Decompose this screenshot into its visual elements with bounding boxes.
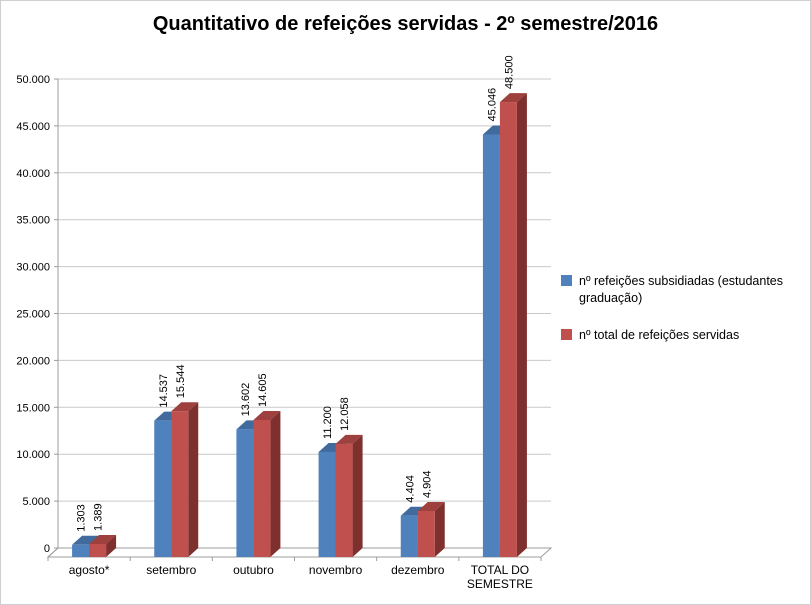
- x-axis-category-label: setembro: [146, 563, 196, 577]
- x-axis-category-label: novembro: [309, 563, 363, 577]
- svg-text:10.000: 10.000: [16, 449, 50, 461]
- bar-value-label: 4.904: [421, 470, 433, 498]
- legend-swatch-subsidiadas-icon: [561, 275, 572, 286]
- svg-text:15.000: 15.000: [16, 402, 50, 414]
- svg-text:40.000: 40.000: [16, 168, 50, 180]
- bar-total: [335, 443, 353, 557]
- bar-value-label: 15.544: [175, 365, 187, 399]
- bar-value-label: 14.537: [158, 374, 170, 408]
- bar-value-label: 48.500: [503, 55, 515, 89]
- x-axis-category-label: agosto*: [69, 563, 110, 577]
- bar-subsidiadas: [236, 429, 254, 557]
- bar-total: [171, 411, 189, 557]
- bar-total: [417, 511, 435, 557]
- bar-total: [499, 102, 517, 557]
- bar-total: [253, 420, 271, 557]
- bar-total: [89, 543, 107, 557]
- bar-subsidiadas: [400, 515, 418, 557]
- bar-value-label: 13.602: [240, 383, 252, 417]
- svg-text:45.000: 45.000: [16, 121, 50, 133]
- chart-title: Quantitativo de refeições servidas - 2º …: [152, 13, 659, 35]
- legend-label-subsidiadas: nº refeições subsidiadas (estudantes gra…: [579, 274, 783, 305]
- legend-item-total: nº total de refeições servidas: [561, 327, 807, 344]
- bar-value-label: 1.303: [76, 504, 88, 532]
- bar-value-label: 14.605: [257, 373, 269, 407]
- svg-text:25.000: 25.000: [16, 309, 50, 321]
- legend: nº refeições subsidiadas (estudantes gra…: [561, 273, 807, 344]
- svg-text:50.000: 50.000: [16, 74, 50, 86]
- legend-swatch-total-icon: [561, 328, 572, 340]
- bar-subsidiadas: [318, 451, 336, 557]
- bar-subsidiadas: [154, 420, 172, 557]
- svg-text:5.000: 5.000: [22, 496, 50, 508]
- bar-subsidiadas: [482, 134, 500, 558]
- svg-text:35.000: 35.000: [16, 215, 50, 227]
- svg-text:20.000: 20.000: [16, 355, 50, 367]
- bar-subsidiadas: [72, 544, 90, 557]
- svg-text:0: 0: [44, 543, 50, 555]
- x-axis-category-label: TOTAL DO SEMESTRE: [467, 563, 533, 591]
- x-axis-category-label: dezembro: [391, 563, 445, 577]
- bar-value-label: 4.404: [404, 475, 416, 503]
- legend-item-subsidiadas: nº refeições subsidiadas (estudantes gra…: [561, 273, 807, 307]
- bar-value-label: 11.200: [322, 406, 334, 439]
- bar-value-label: 12.058: [339, 397, 351, 431]
- bar-value-label: 45.046: [486, 88, 498, 122]
- bar-value-label: 1.389: [93, 503, 105, 531]
- x-axis-category-label: outubro: [233, 563, 274, 577]
- legend-label-total: nº total de refeições servidas: [579, 327, 740, 342]
- svg-text:30.000: 30.000: [16, 262, 50, 274]
